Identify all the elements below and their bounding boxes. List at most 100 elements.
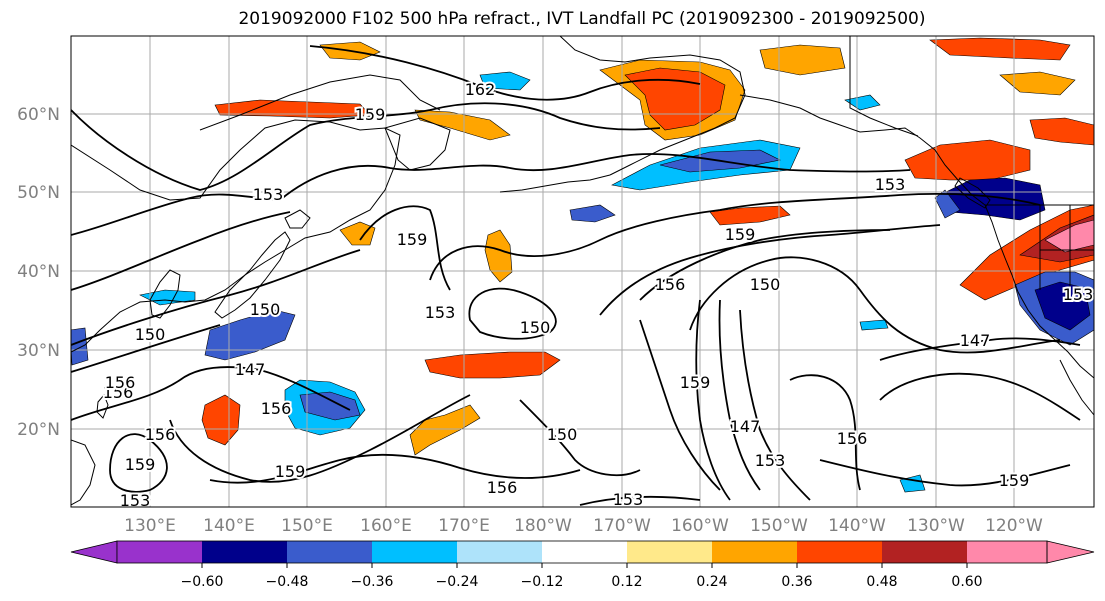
contour-147-east (879, 337, 1081, 361)
negative-region-ne-small (859, 319, 889, 331)
contour-159-north (71, 102, 661, 191)
coastline-japan (214, 231, 291, 319)
colorbar-extend-low (70, 540, 118, 564)
contour-label: 156 (105, 373, 136, 392)
colorbar-bin (202, 541, 287, 563)
coastline-hokkaido (284, 209, 311, 229)
contour-159-south (109, 433, 168, 493)
contour-156-lower (169, 394, 471, 483)
lon-label-120w: 120°W (985, 516, 1043, 536)
contour-label: 150 (250, 300, 281, 319)
positive-region-kamchatka (414, 109, 511, 141)
contour-156-east-vertical (789, 374, 861, 491)
lat-label-50n: 50°N (17, 183, 60, 203)
colorbar-bin (117, 541, 202, 563)
colorbar-frame (116, 540, 1048, 564)
contour-153-bottom (579, 495, 701, 506)
colorbar-bin (287, 541, 372, 563)
contour-label: 153 (253, 185, 284, 204)
colorbar-tick-label: −0.36 (351, 574, 394, 590)
colorbar-tick-label: 0.12 (611, 574, 642, 590)
contour-label: 159 (999, 471, 1030, 490)
colorbar: −0.60 −0.48 −0.36 −0.24 −0.12 0.12 0.24 … (70, 540, 1095, 590)
contour-153-mid (429, 192, 1041, 281)
map-frame (70, 35, 1095, 508)
contour-label: 156 (261, 399, 292, 418)
contour-label: 147 (235, 360, 266, 379)
colorbar-tick-label: 0.36 (781, 574, 812, 590)
lat-label-30n: 30°N (17, 341, 60, 361)
map-panel: 162 159 153 159 153 150 153 153 150 159 … (70, 35, 1095, 509)
negative-region-arctic-ne (844, 94, 881, 111)
coastline-philippines (71, 439, 96, 506)
contour-label: 159 (275, 462, 306, 481)
coastline-east-asia (71, 119, 401, 353)
lon-label-150w: 150°W (750, 516, 808, 536)
contour-label: 147 (960, 331, 991, 350)
contour-150-south (519, 399, 641, 477)
contour-153-upper (71, 153, 911, 236)
contour-150-mid (468, 287, 557, 340)
contour-147-vertical (718, 299, 761, 491)
colorbar-bin (712, 541, 797, 563)
colorbar-bin (542, 541, 627, 563)
colorbar-bin (967, 541, 1047, 563)
coastline-alaska-south (739, 94, 986, 206)
contour-153-vertical (739, 309, 811, 501)
contour-label: 156 (837, 429, 868, 448)
negative-core-california (1034, 281, 1091, 331)
contour-162 (309, 45, 701, 101)
positive-region-central (424, 351, 561, 379)
coastline-baja (1059, 359, 1094, 416)
coastline-alaska-bering (559, 36, 746, 176)
positive-region-bering (759, 44, 846, 76)
contour-156-vertical (695, 299, 731, 501)
contour-156-upper (71, 211, 291, 291)
colorbar-bin (627, 541, 712, 563)
contour-156-south (71, 366, 351, 421)
colorbar-bin (882, 541, 967, 563)
negative-region-east-edge (71, 327, 89, 366)
contour-label: 153 (425, 303, 456, 322)
latitude-labels: 60°N 50°N 40°N 30°N 20°N (17, 105, 60, 440)
negative-region-japan (204, 309, 296, 361)
lon-label-140w: 140°W (828, 516, 886, 536)
colorbar-bin (372, 541, 457, 563)
contour-label: 159 (125, 455, 156, 474)
lon-label-160e: 160°E (360, 516, 412, 536)
contour-label: 159 (355, 105, 386, 124)
contour-label: 159 (725, 225, 756, 244)
colorbar-tick-label: −0.12 (521, 574, 564, 590)
contour-labels: 162 159 153 159 153 150 153 153 150 159 … (101, 78, 1094, 509)
lon-label-180w: 180°W (514, 516, 572, 536)
boundary-us-states (1039, 205, 1094, 300)
contour-147-jet (71, 324, 221, 373)
colorbar-bin (457, 541, 542, 563)
contour-159-mid (359, 205, 451, 291)
contour-label: 150 (547, 425, 578, 444)
contour-150-jet (71, 249, 361, 346)
contour-159-east (639, 229, 891, 301)
map-title: 2019092000 F102 500 hPa refract., IVT La… (238, 9, 925, 29)
positive-region-bc (1029, 117, 1094, 146)
colorbar-extend-high (1046, 540, 1095, 564)
contour-153-south (639, 319, 721, 491)
colorbar-tick-label: −0.60 (181, 574, 224, 590)
negative-region-pnw-outer (934, 189, 961, 219)
contour-150-east (689, 256, 1061, 354)
colorbar-tick-label: −0.48 (266, 574, 309, 590)
positive-region-gulf (709, 205, 791, 226)
contour-label: 153 (875, 175, 906, 194)
contour-159-lower (209, 453, 581, 484)
contour-label: 156 (145, 425, 176, 444)
contour-label: 153 (613, 490, 644, 509)
coastline-north-america-west (984, 204, 1094, 379)
coastline-aleutians (499, 174, 611, 193)
boundary-alaska-canada (849, 36, 919, 137)
negative-core-west-pacific (299, 391, 361, 421)
lon-label-130w: 130°W (907, 516, 965, 536)
colorbar-tick-label: 0.48 (866, 574, 897, 590)
coastline-kamchatka (384, 117, 451, 171)
positive-region-west (201, 394, 241, 446)
